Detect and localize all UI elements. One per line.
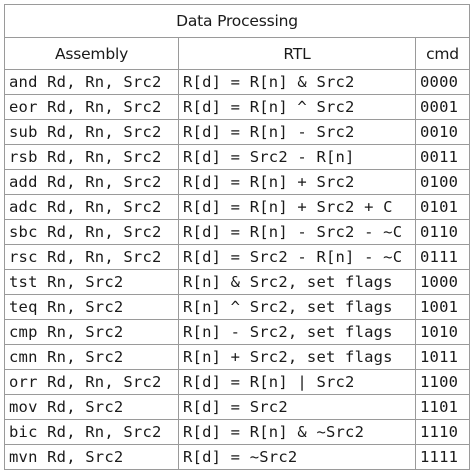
cmd-cell: 1010 (415, 319, 470, 345)
table-row: cmn Rn, Src2 R[n] + Src2, set flags 1011 (4, 344, 470, 370)
header-cmd: cmd (415, 37, 470, 70)
rtl-cell: R[d] = R[n] - Src2 (178, 119, 416, 145)
assembly-cell: teq Rn, Src2 (4, 294, 179, 320)
rtl-cell: R[n] ^ Src2, set flags (178, 294, 416, 320)
table-row: bic Rd, Rn, Src2 R[d] = R[n] & ~Src2 1110 (4, 419, 470, 445)
cmd-cell: 0100 (415, 169, 470, 195)
cmd-cell: 1001 (415, 294, 470, 320)
cmd-cell: 1100 (415, 369, 470, 395)
rtl-cell: R[n] & Src2, set flags (178, 269, 416, 295)
cmd-cell: 0101 (415, 194, 470, 220)
header-rtl: RTL (178, 37, 416, 70)
assembly-cell: sbc Rd, Rn, Src2 (4, 219, 179, 245)
table-body: and Rd, Rn, Src2 R[d] = R[n] & Src2 0000 eo… (4, 69, 470, 470)
rtl-cell: R[n] + Src2, set flags (178, 344, 416, 370)
assembly-cell: tst Rn, Src2 (4, 269, 179, 295)
table-row: mvn Rd, Src2 R[d] = ~Src2 1111 (4, 444, 470, 470)
table-row: rsb Rd, Rn, Src2 R[d] = Src2 - R[n] 0011 (4, 144, 470, 170)
table-row: rsc Rd, Rn, Src2 R[d] = Src2 - R[n] - ~C 0… (4, 244, 470, 270)
rtl-cell: R[d] = Src2 (178, 394, 416, 420)
rtl-cell: R[d] = ~Src2 (178, 444, 416, 470)
assembly-cell: orr Rd, Rn, Src2 (4, 369, 179, 395)
table-row: and Rd, Rn, Src2 R[d] = R[n] & Src2 0000 (4, 69, 470, 95)
rtl-cell: R[d] = Src2 - R[n] (178, 144, 416, 170)
assembly-cell: add Rd, Rn, Src2 (4, 169, 179, 195)
assembly-cell: bic Rd, Rn, Src2 (4, 419, 179, 445)
cmd-cell: 0011 (415, 144, 470, 170)
cmd-cell: 0010 (415, 119, 470, 145)
table-header-row: Assembly RTL cmd (4, 37, 470, 70)
table-title-row: Data Processing (4, 4, 470, 38)
rtl-cell: R[d] = R[n] & Src2 (178, 69, 416, 95)
table-row: adc Rd, Rn, Src2 R[d] = R[n] + Src2 + C 01… (4, 194, 470, 220)
data-processing-table: Data Processing Assembly RTL cmd and Rd,… (4, 4, 470, 470)
assembly-cell: sub Rd, Rn, Src2 (4, 119, 179, 145)
table-row: sbc Rd, Rn, Src2 R[d] = R[n] - Src2 - ~C 0… (4, 219, 470, 245)
assembly-cell: rsb Rd, Rn, Src2 (4, 144, 179, 170)
assembly-cell: mvn Rd, Src2 (4, 444, 179, 470)
rtl-cell: R[d] = R[n] + Src2 + C (178, 194, 416, 220)
cmd-cell: 1111 (415, 444, 470, 470)
cmd-cell: 0111 (415, 244, 470, 270)
table-row: sub Rd, Rn, Src2 R[d] = R[n] - Src2 0010 (4, 119, 470, 145)
cmd-cell: 0000 (415, 69, 470, 95)
table-row: tst Rn, Src2 R[n] & Src2, set flags 1000 (4, 269, 470, 295)
cmd-cell: 1011 (415, 344, 470, 370)
table-row: teq Rn, Src2 R[n] ^ Src2, set flags 1001 (4, 294, 470, 320)
rtl-cell: R[d] = R[n] + Src2 (178, 169, 416, 195)
table-row: eor Rd, Rn, Src2 R[d] = R[n] ^ Src2 0001 (4, 94, 470, 120)
table-row: add Rd, Rn, Src2 R[d] = R[n] + Src2 0100 (4, 169, 470, 195)
assembly-cell: cmp Rn, Src2 (4, 319, 179, 345)
assembly-cell: eor Rd, Rn, Src2 (4, 94, 179, 120)
assembly-cell: mov Rd, Src2 (4, 394, 179, 420)
rtl-cell: R[n] - Src2, set flags (178, 319, 416, 345)
assembly-cell: adc Rd, Rn, Src2 (4, 194, 179, 220)
table-title: Data Processing (4, 4, 470, 38)
cmd-cell: 1101 (415, 394, 470, 420)
rtl-cell: R[d] = R[n] - Src2 - ~C (178, 219, 416, 245)
assembly-cell: rsc Rd, Rn, Src2 (4, 244, 179, 270)
cmd-cell: 1110 (415, 419, 470, 445)
table-row: mov Rd, Src2 R[d] = Src2 1101 (4, 394, 470, 420)
table-row: cmp Rn, Src2 R[n] - Src2, set flags 1010 (4, 319, 470, 345)
assembly-cell: and Rd, Rn, Src2 (4, 69, 179, 95)
rtl-cell: R[d] = R[n] ^ Src2 (178, 94, 416, 120)
cmd-cell: 1000 (415, 269, 470, 295)
cmd-cell: 0001 (415, 94, 470, 120)
cmd-cell: 0110 (415, 219, 470, 245)
rtl-cell: R[d] = Src2 - R[n] - ~C (178, 244, 416, 270)
table-row: orr Rd, Rn, Src2 R[d] = R[n] | Src2 1100 (4, 369, 470, 395)
rtl-cell: R[d] = R[n] & ~Src2 (178, 419, 416, 445)
header-assembly: Assembly (4, 37, 179, 70)
assembly-cell: cmn Rn, Src2 (4, 344, 179, 370)
rtl-cell: R[d] = R[n] | Src2 (178, 369, 416, 395)
